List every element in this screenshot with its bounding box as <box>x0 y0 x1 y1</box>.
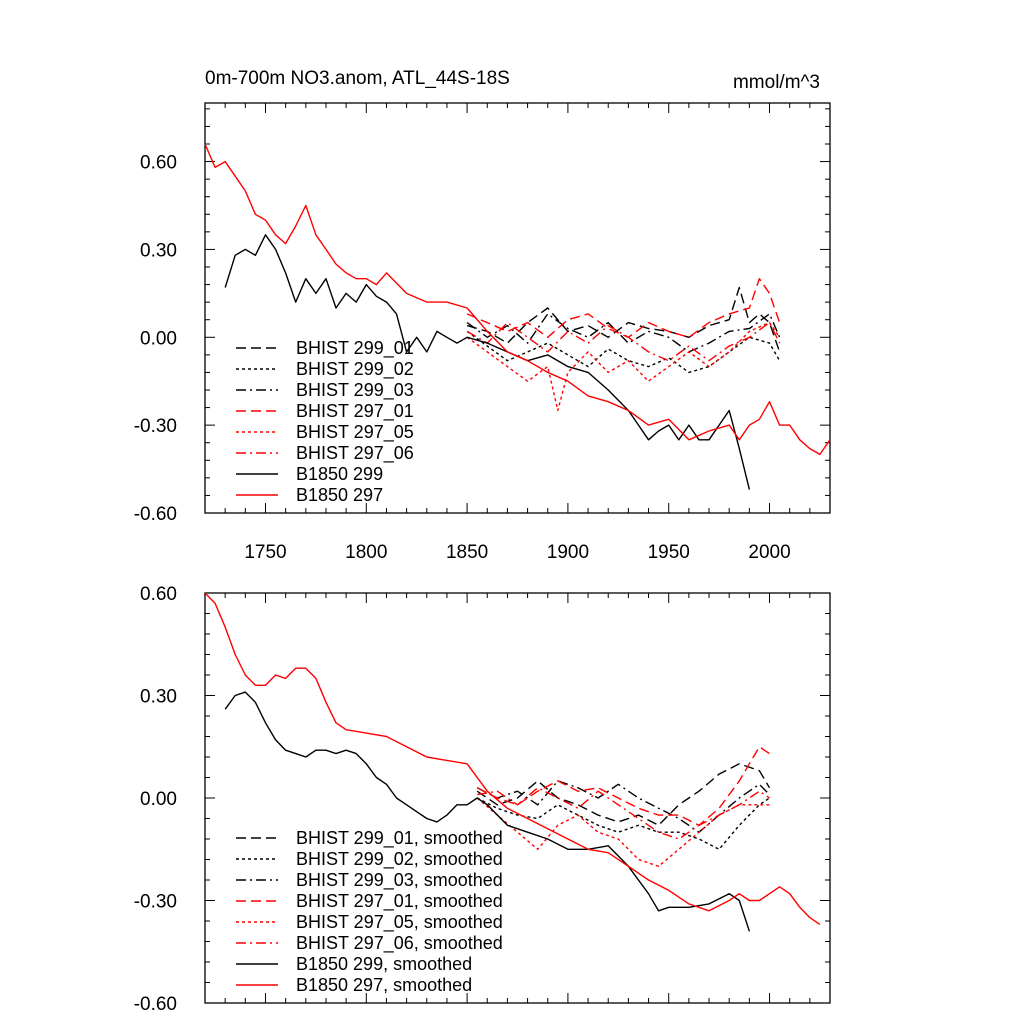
y-tick-label: 0.30 <box>140 687 177 708</box>
y-tick-label: -0.60 <box>134 994 177 1015</box>
series-line <box>205 143 830 456</box>
legend-label: BHIST 299_02 <box>296 359 414 380</box>
x-tick-label: 2000 <box>748 542 790 563</box>
series-line <box>476 780 770 833</box>
legend-label: BHIST 299_03 <box>296 380 414 401</box>
x-tick-label: 1900 <box>547 542 589 563</box>
series-line <box>466 313 781 353</box>
y-tick-label: 0.00 <box>140 328 177 349</box>
series-line <box>224 691 751 932</box>
y-tick-label: -0.30 <box>134 892 177 913</box>
legend-label: BHIST 299_01, smoothed <box>296 828 503 849</box>
series-line <box>466 321 781 362</box>
legend-label: BHIST 299_02, smoothed <box>296 849 503 870</box>
units-label: mmol/m^3 <box>733 72 820 93</box>
y-tick-label: 0.30 <box>140 240 177 261</box>
series-line <box>466 321 781 412</box>
series-line <box>224 234 751 490</box>
y-tick-label: 0.00 <box>140 789 177 810</box>
legend-label: BHIST 297_05, smoothed <box>296 912 503 933</box>
series-line <box>476 797 770 850</box>
bottom-plot-area: 0.60 0.30 0.00 -0.30 -0.60 BHIST 299_01, smoo… <box>134 584 831 1015</box>
y-tick-label: -0.30 <box>134 416 177 437</box>
x-tick-label: 1850 <box>446 542 488 563</box>
chart-title: 0m-700m NO3.anom, ATL_44S-18S <box>205 68 510 89</box>
legend-label: B1850 297 <box>296 485 383 505</box>
bottom-panel: 0.60 0.30 0.00 -0.30 -0.60 BHIST 299_01, smoo… <box>134 584 831 1015</box>
series-line <box>476 763 771 826</box>
legend-label: B1850 297, smoothed <box>296 975 472 995</box>
series-line <box>466 278 781 338</box>
legend-label: B1850 299, smoothed <box>296 954 472 974</box>
x-tick-label: 1950 <box>648 542 690 563</box>
y-tick-label: -0.60 <box>134 504 177 525</box>
series-line <box>205 593 821 925</box>
legend-label: BHIST 297_06, smoothed <box>296 933 503 954</box>
series-line <box>476 746 770 826</box>
top-panel: 0m-700m NO3.anom, ATL_44S-18S mmol/m^3 0… <box>134 68 831 563</box>
plot-frame <box>204 102 831 514</box>
top-plot-area: 0.60 0.30 0.00 -0.30 -0.60 1750 1800 1850 1900 19… <box>134 102 831 563</box>
legend-label: BHIST 299_01 <box>296 338 414 359</box>
y-tick-label: 0.60 <box>140 584 177 605</box>
x-tick-label: 1750 <box>244 542 286 563</box>
legend-label: BHIST 297_01 <box>296 401 414 422</box>
y-tick-label: 0.60 <box>140 153 177 174</box>
series-line <box>477 787 770 840</box>
legend-label: BHIST 297_01, smoothed <box>296 891 503 912</box>
series-line <box>466 286 781 353</box>
legend-label: B1850 299 <box>296 464 383 484</box>
legend-label: BHIST 297_06 <box>296 443 414 464</box>
x-tick-label: 1800 <box>345 542 387 563</box>
legend-label: BHIST 297_05 <box>296 422 414 443</box>
legend-label: BHIST 299_03, smoothed <box>296 870 503 891</box>
series-line <box>466 330 781 374</box>
series-line <box>476 797 770 867</box>
